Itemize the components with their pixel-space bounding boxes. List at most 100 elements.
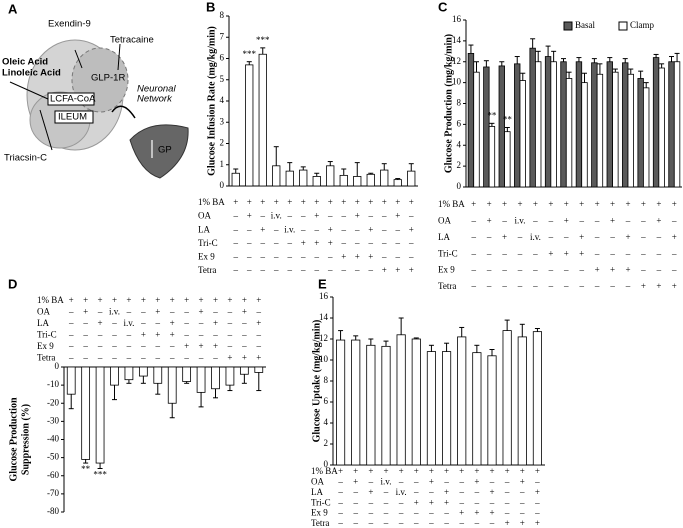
- condition-label: 1% BA: [311, 466, 338, 476]
- condition-cell: –: [300, 224, 306, 234]
- condition-label: LA: [37, 318, 49, 328]
- condition-cell: +: [564, 248, 569, 258]
- condition-cell: +: [414, 497, 419, 507]
- condition-cell: –: [532, 265, 538, 275]
- condition-cell: –: [352, 487, 358, 497]
- condition-cell: –: [501, 215, 507, 225]
- condition-cell: –: [68, 353, 74, 363]
- legend-swatch: [563, 21, 573, 31]
- condition-cell: –: [126, 330, 132, 340]
- condition-cell: +: [656, 281, 661, 291]
- bar: [339, 174, 348, 187]
- condition-cell: –: [241, 318, 247, 328]
- condition-cell: –: [504, 508, 510, 518]
- condition-cell: i.v.: [530, 232, 541, 242]
- condition-cell: +: [341, 251, 346, 261]
- condition-label: Tri-C: [311, 497, 331, 507]
- y-tick-label: -80: [47, 506, 59, 516]
- y-axis-label: Glucose Infusion Rate (mg/kg/min): [206, 26, 217, 176]
- condition-cell: +: [170, 295, 175, 305]
- condition-cell: –: [640, 248, 646, 258]
- bar: [643, 87, 650, 188]
- condition-cell: +: [429, 466, 434, 476]
- label: Oleic Acid: [2, 57, 48, 68]
- condition-cell: –: [470, 248, 476, 258]
- condition-cell: +: [409, 224, 414, 234]
- condition-cell: +: [672, 199, 677, 209]
- condition-cell: –: [656, 248, 662, 258]
- bar: [254, 366, 264, 373]
- condition-cell: –: [300, 265, 306, 275]
- condition-cell: –: [183, 318, 189, 328]
- condition-label: 1% BA: [198, 197, 225, 207]
- condition-cell: –: [111, 353, 117, 363]
- bar: [66, 366, 76, 395]
- condition-cell: –: [140, 341, 146, 351]
- condition-cell: +: [141, 295, 146, 305]
- condition-cell: –: [287, 238, 293, 248]
- condition-cell: +: [564, 215, 569, 225]
- condition-cell: –: [532, 248, 538, 258]
- condition-cell: –: [640, 215, 646, 225]
- condition-cell: –: [458, 487, 464, 497]
- condition-cell: –: [287, 265, 293, 275]
- condition-cell: +: [395, 197, 400, 207]
- bar: [517, 336, 527, 466]
- condition-cell: +: [459, 466, 464, 476]
- condition-cell: –: [578, 281, 584, 291]
- arrow: [111, 105, 136, 119]
- condition-cell: –: [314, 265, 320, 275]
- bar: [544, 56, 552, 188]
- condition-cell: +: [502, 232, 507, 242]
- condition-cell: –: [97, 341, 103, 351]
- y-tick-label: 8: [220, 10, 225, 20]
- condition-cell: +: [247, 197, 252, 207]
- condition-label: Tetra: [198, 265, 216, 275]
- bar: [366, 173, 375, 187]
- condition-cell: +: [610, 265, 615, 275]
- condition-cell: +: [399, 466, 404, 476]
- condition-cell: –: [413, 476, 419, 486]
- condition-cell: +: [98, 318, 103, 328]
- condition-cell: +: [314, 238, 319, 248]
- condition-cell: +: [199, 307, 204, 317]
- condition-cell: –: [82, 353, 88, 363]
- condition-cell: –: [82, 318, 88, 328]
- condition-cell: –: [504, 476, 510, 486]
- bar: [514, 63, 521, 188]
- condition-cell: –: [212, 307, 218, 317]
- condition-cell: –: [198, 353, 204, 363]
- condition-cell: –: [428, 508, 434, 518]
- condition-cell: –: [413, 508, 419, 518]
- condition-cell: –: [656, 265, 662, 275]
- condition-cell: –: [489, 476, 495, 486]
- condition-cell: –: [97, 353, 103, 363]
- y-tick-label: 1: [220, 159, 225, 169]
- condition-cell: –: [443, 476, 449, 486]
- condition-cell: –: [368, 508, 374, 518]
- bar: [498, 65, 505, 188]
- condition-cell: +: [489, 487, 494, 497]
- condition-cell: +: [610, 199, 615, 209]
- condition-cell: +: [444, 487, 449, 497]
- condition-cell: –: [256, 330, 262, 340]
- y-tick-label: 14: [452, 35, 462, 45]
- condition-cell: +: [595, 265, 600, 275]
- condition-label: Tetra: [311, 518, 329, 528]
- condition-cell: i.v.: [284, 224, 295, 234]
- y-tick-label: 0: [457, 181, 462, 191]
- condition-label: Tetra: [438, 281, 456, 291]
- condition-cell: –: [256, 341, 262, 351]
- condition-cell: +: [301, 197, 306, 207]
- bar: [467, 53, 475, 188]
- bar: [245, 64, 254, 187]
- y-tick-label: 4: [324, 417, 329, 427]
- y-tick-label: 4: [220, 95, 225, 105]
- bar: [182, 366, 192, 382]
- condition-cell: –: [474, 497, 480, 507]
- panel-label: E: [318, 276, 327, 291]
- condition-cell: –: [246, 224, 252, 234]
- condition-cell: –: [368, 497, 374, 507]
- bar: [535, 61, 542, 188]
- bar: [591, 62, 598, 188]
